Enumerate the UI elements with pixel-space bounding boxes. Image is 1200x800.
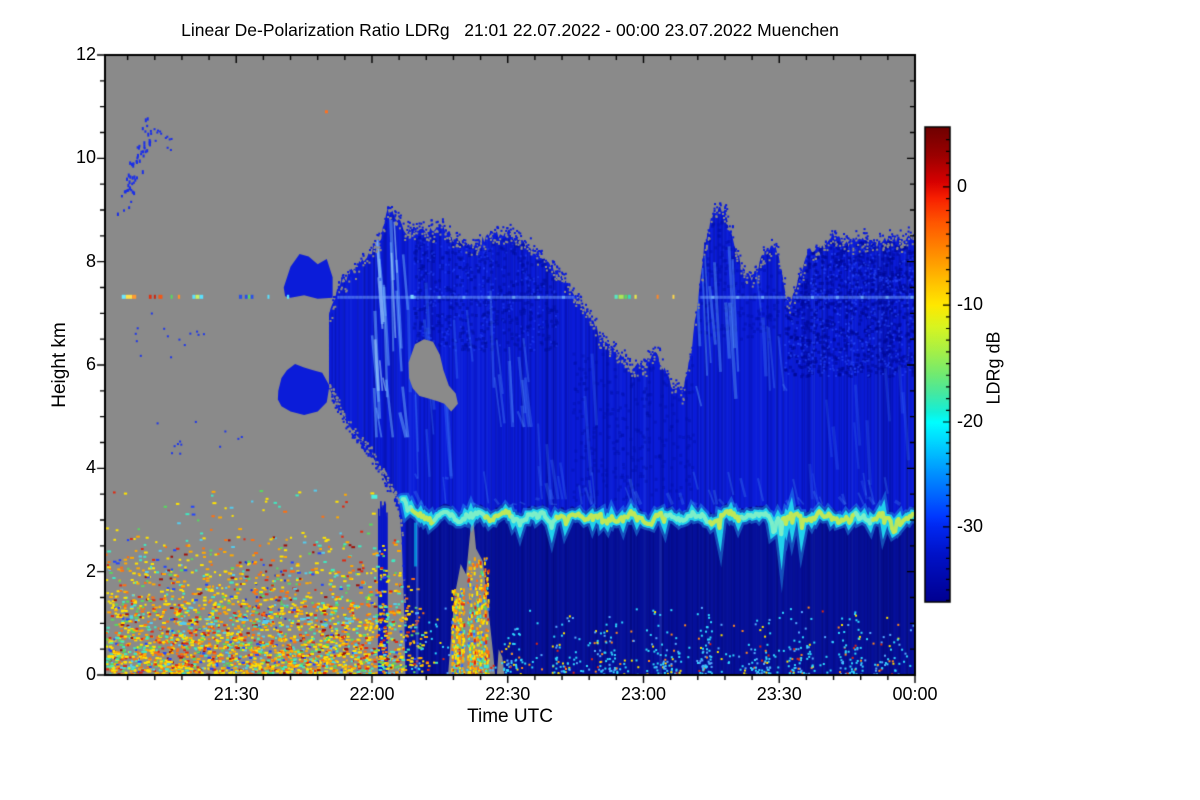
y-tick-label: 12 — [75, 44, 96, 64]
y-tick-label: 10 — [75, 147, 96, 168]
colorbar-label: LDRg dB — [983, 331, 1004, 405]
y-tick-label: 4 — [85, 457, 96, 478]
plot-title: Linear De-Polarization Ratio LDRg 21:01 … — [181, 20, 839, 40]
colorbar-tick-label: 0 — [957, 175, 968, 196]
y-tick-label: 8 — [85, 250, 96, 271]
x-tick-label: 22:30 — [485, 684, 531, 704]
x-tick-label: 23:30 — [756, 684, 802, 704]
y-tick-label: 6 — [85, 354, 96, 374]
x-tick-label: 00:00 — [892, 684, 938, 704]
y-tick-label: 2 — [85, 560, 96, 581]
x-axis-label: Time UTC — [467, 706, 553, 727]
x-tick-label: 23:00 — [620, 684, 667, 704]
colorbar-tick-label: -10 — [957, 294, 984, 315]
x-tick-label: 21:30 — [213, 684, 259, 704]
y-tick-label: 0 — [85, 664, 96, 684]
x-tick-label: 22:00 — [349, 684, 395, 704]
colorbar-tick-label: -20 — [957, 410, 984, 431]
colorbar-tick-label: -30 — [957, 515, 984, 536]
